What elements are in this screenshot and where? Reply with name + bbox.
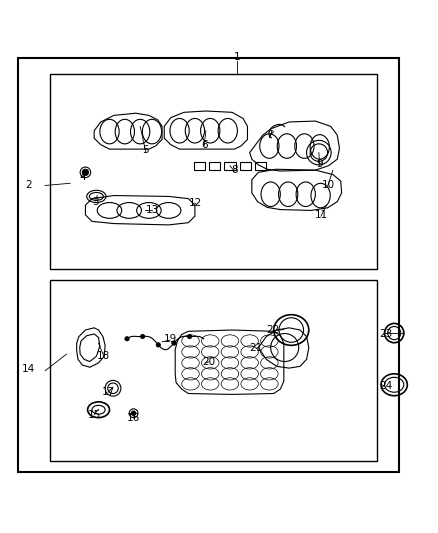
Text: 18: 18 xyxy=(97,351,110,361)
Bar xyxy=(50,280,377,462)
Text: 5: 5 xyxy=(142,146,149,156)
Ellipse shape xyxy=(131,411,136,415)
Ellipse shape xyxy=(156,343,160,347)
Text: 9: 9 xyxy=(316,159,323,168)
Text: 11: 11 xyxy=(314,210,328,220)
Ellipse shape xyxy=(172,341,176,345)
Text: 13: 13 xyxy=(146,205,159,215)
Bar xyxy=(50,74,377,269)
Text: 12: 12 xyxy=(189,198,202,208)
Text: 17: 17 xyxy=(102,387,115,397)
Text: 6: 6 xyxy=(201,140,208,150)
Text: 15: 15 xyxy=(88,409,101,419)
Bar xyxy=(18,59,399,472)
Text: 20: 20 xyxy=(202,357,215,367)
Text: 4: 4 xyxy=(80,172,87,182)
Bar xyxy=(209,162,220,170)
Ellipse shape xyxy=(82,169,88,175)
Ellipse shape xyxy=(187,334,192,339)
Text: 21: 21 xyxy=(250,343,263,353)
Ellipse shape xyxy=(125,336,129,341)
Text: 14: 14 xyxy=(22,365,35,374)
Text: 24: 24 xyxy=(379,381,392,391)
Bar xyxy=(240,162,251,170)
Text: 3: 3 xyxy=(92,197,99,207)
Text: 7: 7 xyxy=(266,130,273,140)
Text: 10: 10 xyxy=(322,181,335,190)
Text: 2: 2 xyxy=(25,181,32,190)
Bar xyxy=(224,162,236,170)
Text: 19: 19 xyxy=(163,334,177,344)
Ellipse shape xyxy=(141,334,145,338)
Bar xyxy=(255,162,266,170)
Text: 22: 22 xyxy=(266,325,279,335)
Text: 8: 8 xyxy=(231,165,238,175)
Bar xyxy=(194,162,205,170)
Text: 1: 1 xyxy=(234,52,241,62)
Text: 16: 16 xyxy=(127,413,140,423)
Text: 23: 23 xyxy=(379,329,392,340)
